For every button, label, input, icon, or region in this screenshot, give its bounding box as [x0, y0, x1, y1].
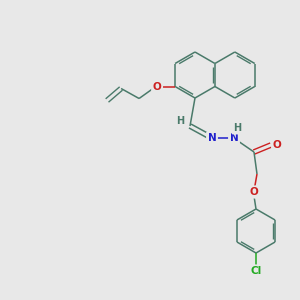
Text: H: H	[176, 116, 184, 126]
Text: O: O	[273, 140, 281, 150]
Text: N: N	[230, 133, 238, 143]
Text: H: H	[233, 123, 241, 133]
Text: N: N	[208, 133, 216, 143]
Text: Cl: Cl	[250, 266, 262, 276]
Text: O: O	[153, 82, 161, 92]
Text: O: O	[250, 187, 258, 197]
